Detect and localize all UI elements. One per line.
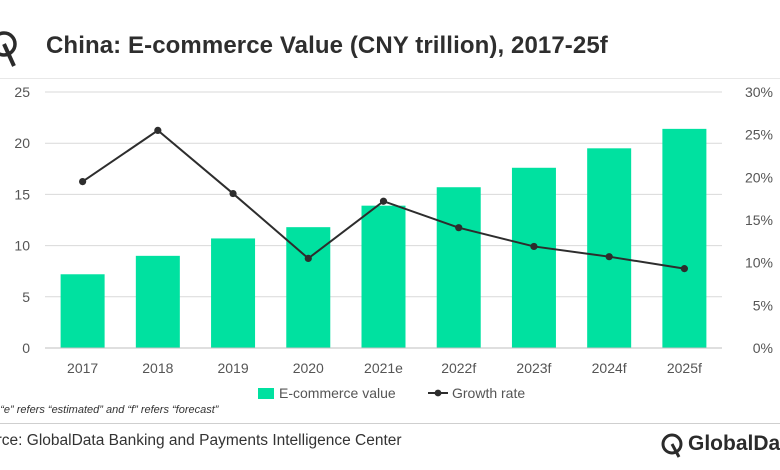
- bar: [60, 274, 105, 348]
- line-point: [455, 224, 463, 232]
- y-right-tick-label: 15%: [745, 212, 773, 228]
- x-tick-label: 2021e: [364, 360, 403, 376]
- line-point: [229, 189, 237, 198]
- x-tick-label: 2017: [67, 360, 98, 376]
- bar: [436, 187, 481, 348]
- line-point: [379, 197, 388, 205]
- y-left-tick-label: 20: [14, 135, 30, 151]
- y-left-tick-label: 5: [22, 289, 30, 305]
- footnote: e: “e” refers “estimated” and “f” refers…: [0, 404, 219, 416]
- x-tick-label: 2018: [142, 360, 173, 376]
- line-point: [605, 253, 613, 261]
- brand: GlobalDat: [660, 426, 780, 462]
- source-text: urce: GlobalData Banking and Payments In…: [0, 432, 402, 449]
- x-tick-label: 2020: [293, 360, 324, 376]
- y-left-tick-label: 10: [14, 238, 30, 254]
- y-left-tick-label: 15: [14, 186, 30, 202]
- chart: 0 5 10 15 20 25 0% 5% 10% 15% 20% 25% 30% 2017 2018 201…: [14, 84, 773, 401]
- legend-line-marker: [434, 389, 442, 397]
- line-point: [154, 126, 162, 134]
- line-point: [304, 254, 312, 262]
- bar: [135, 255, 180, 348]
- globaldata-brand-icon: [661, 433, 683, 458]
- y-left-tick-label: 25: [14, 84, 30, 100]
- y-right-tick-label: 20%: [745, 169, 773, 185]
- bar: [511, 167, 556, 348]
- bar: [587, 148, 632, 348]
- x-tick-label: 2024f: [592, 360, 627, 376]
- title-divider: [0, 78, 780, 79]
- x-tick-label: 2019: [217, 360, 248, 376]
- x-tick-label: 2022f: [441, 360, 476, 376]
- y-right-tick-label: 5%: [753, 297, 773, 313]
- legend-bar-label: E-commerce value: [279, 385, 396, 401]
- x-tick-label: 2023f: [516, 360, 551, 376]
- y-right-tick-label: 30%: [745, 84, 773, 100]
- line-point: [530, 242, 538, 251]
- brand-name: GlobalDat: [688, 432, 780, 455]
- y-right-tick-label: 10%: [745, 255, 773, 271]
- bar: [662, 128, 707, 348]
- bar: [361, 205, 406, 348]
- line-point: [680, 265, 688, 273]
- footer-divider: [0, 423, 780, 424]
- x-tick-label: 2025f: [667, 360, 702, 376]
- y-left-tick-label: 0: [22, 340, 30, 356]
- legend-line-label: Growth rate: [452, 385, 525, 401]
- globaldata-logo-icon: [0, 31, 17, 67]
- line-point: [79, 178, 87, 186]
- bar: [211, 238, 256, 348]
- y-right-tick-label: 25%: [745, 127, 773, 143]
- legend-bar-swatch: [258, 388, 274, 399]
- y-right-tick-label: 0%: [753, 340, 773, 356]
- chart-title: China: E-commerce Value (CNY trillion), …: [46, 32, 608, 59]
